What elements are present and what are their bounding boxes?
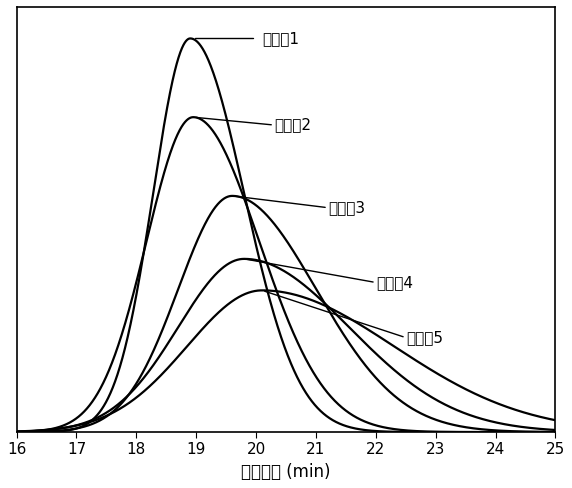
Text: 实施例4: 实施例4 <box>376 275 413 290</box>
X-axis label: 流出时间 (min): 流出时间 (min) <box>241 463 331 481</box>
Text: 实施例2: 实施例2 <box>274 118 311 133</box>
Text: 实施例5: 实施例5 <box>406 330 443 345</box>
Text: 实施例1: 实施例1 <box>262 31 299 46</box>
Text: 实施例3: 实施例3 <box>328 200 365 215</box>
